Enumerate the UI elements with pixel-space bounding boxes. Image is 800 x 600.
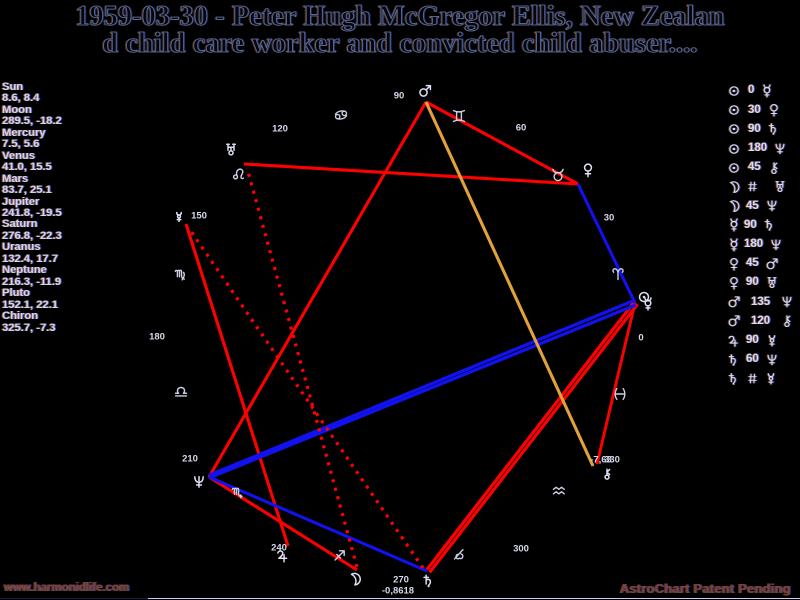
svg-text:240: 240 xyxy=(271,543,287,554)
svg-text:-0,8618: -0,8618 xyxy=(382,586,414,597)
svg-text:300: 300 xyxy=(513,544,529,555)
svg-text:60: 60 xyxy=(516,123,527,134)
svg-text:0: 0 xyxy=(638,333,643,344)
svg-text:120: 120 xyxy=(272,124,288,135)
svg-text:150: 150 xyxy=(191,211,207,222)
svg-text:270: 270 xyxy=(393,575,409,586)
svg-text:210: 210 xyxy=(182,454,198,465)
svg-text:180: 180 xyxy=(149,332,165,343)
svg-text:330: 330 xyxy=(604,455,620,466)
svg-text:90: 90 xyxy=(394,91,405,102)
svg-text:30: 30 xyxy=(604,213,615,224)
svg-text:-7,63: -7,63 xyxy=(590,455,612,466)
